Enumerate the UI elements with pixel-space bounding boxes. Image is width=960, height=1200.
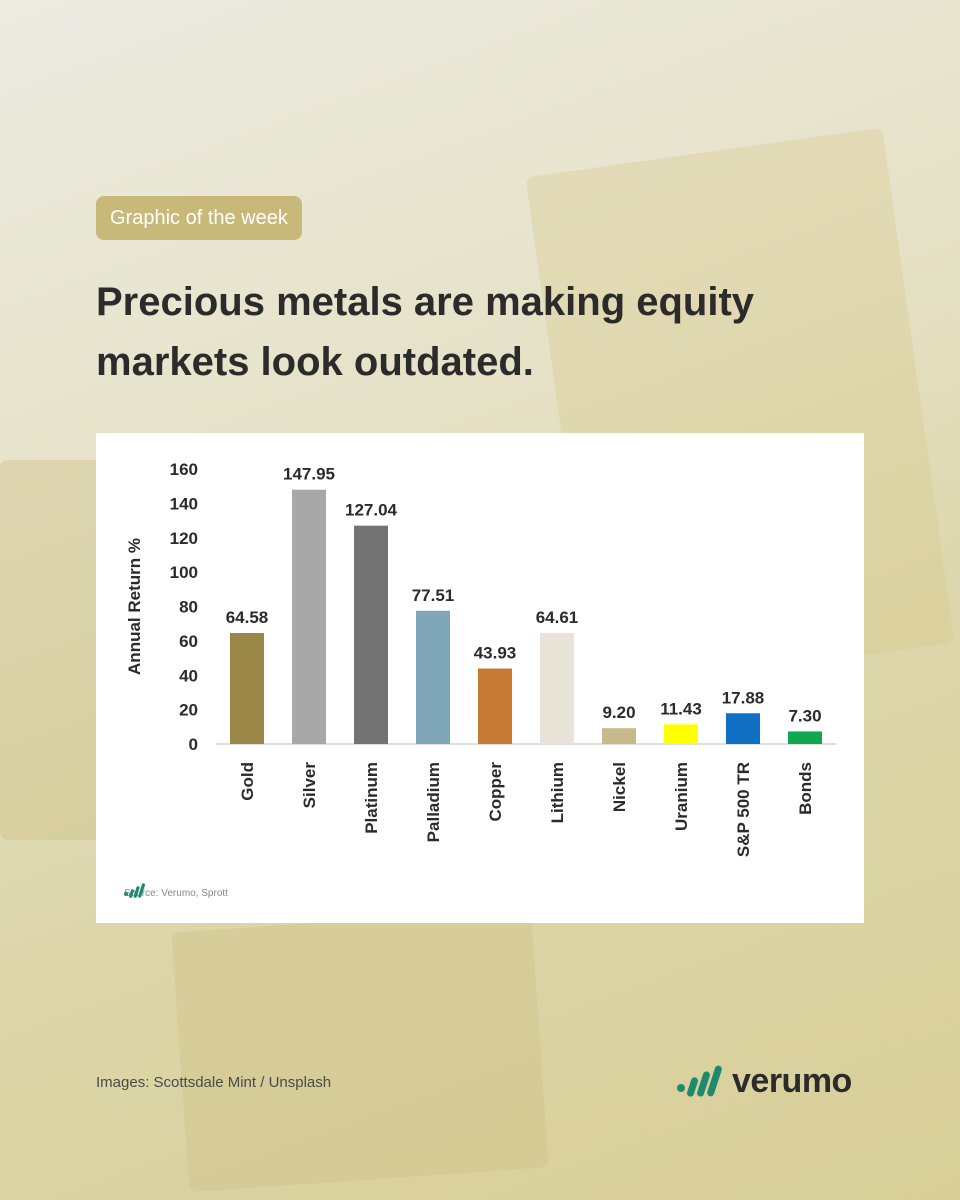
bar-uranium bbox=[664, 724, 698, 744]
brand-logo: verumo bbox=[676, 1062, 852, 1101]
data-label: 77.51 bbox=[412, 586, 455, 605]
x-tick-label: Nickel bbox=[610, 762, 629, 812]
y-tick-label: 0 bbox=[189, 735, 198, 754]
y-tick-label: 100 bbox=[170, 563, 198, 582]
y-tick-label: 140 bbox=[170, 494, 198, 513]
bar-lithium bbox=[540, 632, 574, 744]
data-label: 127.04 bbox=[345, 501, 398, 520]
data-label: 43.93 bbox=[474, 643, 517, 662]
source-note: Source: Verumo, Sprott bbox=[124, 883, 228, 903]
background-gold-bar bbox=[0, 460, 110, 840]
y-tick-label: 40 bbox=[179, 666, 198, 685]
x-tick-label: Palladium bbox=[424, 762, 443, 842]
x-tick-label: S&P 500 TR bbox=[734, 762, 753, 857]
data-label: 147.95 bbox=[283, 465, 335, 484]
y-tick-label: 80 bbox=[179, 598, 198, 617]
x-tick-label: Uranium bbox=[672, 762, 691, 831]
data-label: 17.88 bbox=[722, 688, 765, 707]
y-tick-label: 160 bbox=[170, 460, 198, 479]
data-label: 64.58 bbox=[226, 608, 269, 627]
data-label: 64.61 bbox=[536, 608, 579, 627]
bar-s-p-500-tr bbox=[726, 713, 760, 744]
image-credit: Images: Scottsdale Mint / Unsplash bbox=[96, 1074, 332, 1091]
x-tick-label: Platinum bbox=[362, 762, 381, 834]
bar-nickel bbox=[602, 728, 636, 744]
headline-line-1: Precious metals are making equity bbox=[96, 280, 755, 324]
bar-bonds bbox=[788, 731, 822, 744]
data-label: 7.30 bbox=[788, 706, 821, 725]
x-tick-label: Bonds bbox=[796, 762, 815, 815]
y-tick-label: 60 bbox=[179, 632, 198, 651]
bar-copper bbox=[478, 668, 512, 744]
bar-platinum bbox=[354, 525, 388, 744]
verumo-logo-icon bbox=[677, 1065, 722, 1097]
x-tick-label: Silver bbox=[300, 762, 319, 809]
data-label: 11.43 bbox=[660, 699, 702, 718]
bar-chart: Annual Return % 0 20 40 60 80 100 120 140 160 64.5… bbox=[125, 460, 836, 857]
background-gold-bar bbox=[171, 907, 549, 1193]
x-tick-label: Lithium bbox=[548, 762, 567, 823]
bar-gold bbox=[230, 633, 264, 744]
x-tick-label: Copper bbox=[486, 762, 505, 822]
headline: Precious metals are making equity market… bbox=[96, 272, 856, 392]
x-tick-label: Gold bbox=[238, 762, 257, 801]
graphic-of-the-week-tag: Graphic of the week bbox=[96, 196, 302, 240]
source-text: Source: Verumo, Sprott bbox=[124, 887, 228, 899]
verumo-logo-icon bbox=[124, 883, 146, 898]
bar-palladium bbox=[416, 610, 450, 744]
y-axis-label: Annual Return % bbox=[125, 538, 144, 675]
brand-name: verumo bbox=[732, 1062, 852, 1100]
data-label: 9.20 bbox=[602, 703, 635, 722]
y-tick-label: 120 bbox=[170, 529, 198, 548]
chart-card: Annual Return % 0 20 40 60 80 100 120 140 160 64.5… bbox=[96, 433, 864, 923]
bar-silver bbox=[292, 489, 326, 744]
headline-line-2: markets look outdated. bbox=[96, 340, 534, 384]
y-tick-label: 20 bbox=[179, 701, 198, 720]
